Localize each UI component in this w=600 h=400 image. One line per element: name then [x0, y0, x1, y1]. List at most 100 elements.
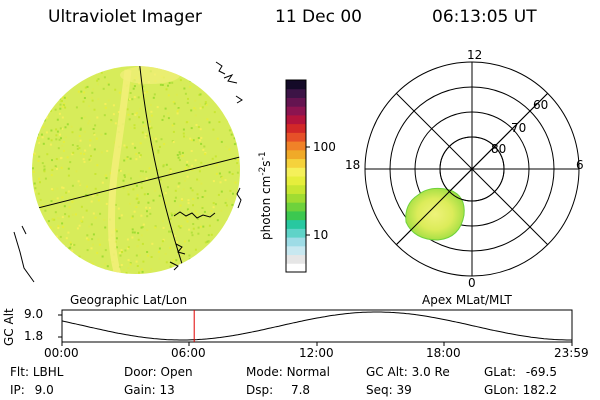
- globe-pixel: [136, 265, 139, 267]
- globe-pixel: [150, 256, 153, 258]
- globe-pixel: [132, 87, 135, 90]
- globe-pixel: [139, 175, 142, 178]
- globe-pixel: [118, 252, 121, 254]
- globe-pixel: [169, 168, 172, 171]
- globe-pixel: [57, 90, 60, 93]
- colorbar-swatch: [286, 219, 306, 229]
- globe-pixel: [180, 247, 183, 250]
- globe-pixel: [205, 103, 208, 106]
- globe-pixel: [141, 242, 144, 245]
- globe-pixel: [39, 198, 42, 201]
- gain-field: Gain: 13: [124, 383, 175, 397]
- globe-pixel: [41, 79, 44, 82]
- globe-pixel: [200, 77, 203, 80]
- globe-pixel: [53, 166, 56, 169]
- globe-pixel: [57, 147, 60, 150]
- timeline-xtick-1200: 12:00: [299, 346, 334, 360]
- globe-pixel: [38, 219, 41, 222]
- colorbar-swatch: [286, 158, 306, 168]
- globe-pixel: [51, 159, 53, 162]
- globe-pixel: [193, 268, 196, 271]
- globe-pixel: [58, 256, 60, 259]
- globe-pixel: [58, 112, 61, 115]
- globe-pixel: [204, 152, 207, 154]
- globe-pixel: [65, 257, 68, 260]
- globe-pixel: [161, 118, 164, 121]
- globe-pixel: [140, 268, 143, 271]
- globe-pixel: [82, 76, 85, 79]
- globe-pixel: [187, 209, 190, 212]
- globe-pixel: [167, 94, 170, 97]
- globe-pixel: [142, 85, 145, 88]
- globe-pixel: [50, 129, 53, 132]
- globe-pixel: [32, 269, 35, 272]
- colorbar-swatch: [286, 114, 306, 125]
- globe-pixel: [150, 268, 153, 271]
- globe-pixel: [61, 105, 64, 108]
- globe-pixel: [173, 213, 176, 216]
- globe-pixel: [92, 233, 95, 236]
- globe-pixel: [179, 226, 182, 229]
- globe-pixel: [106, 150, 109, 152]
- mlt-label-12: 12: [467, 48, 483, 62]
- globe-pixel: [63, 77, 66, 79]
- globe-pixel: [33, 223, 36, 226]
- globe-pixel: [65, 97, 68, 100]
- globe-pixel: [123, 144, 126, 147]
- globe-pixel: [123, 174, 126, 177]
- globe-pixel: [186, 160, 189, 163]
- globe-pixel: [198, 77, 201, 80]
- globe-pixel: [54, 79, 56, 82]
- globe-pixel: [86, 234, 89, 237]
- globe-pixel: [140, 181, 143, 184]
- globe-pixel: [169, 246, 172, 249]
- globe-pixel: [135, 158, 138, 161]
- globe-pixel: [182, 132, 185, 135]
- globe-pixel: [39, 73, 42, 76]
- timeline-xtick-0600: 06:00: [171, 346, 206, 360]
- globe-pixel: [176, 228, 179, 231]
- globe-pixel: [191, 189, 194, 192]
- globe-pixel: [117, 111, 120, 113]
- globe-pixel: [73, 196, 76, 199]
- dsp-field: Dsp: 7.8: [246, 383, 311, 397]
- globe-pixel: [205, 75, 208, 78]
- globe-pixel: [66, 123, 69, 126]
- globe-pixel: [188, 254, 191, 257]
- globe-pixel: [114, 122, 117, 125]
- globe-pixel: [190, 71, 193, 74]
- globe-pixel: [62, 255, 65, 258]
- globe-pixel: [172, 101, 175, 104]
- timeline-ytick-low: 1.8: [24, 329, 44, 343]
- globe-pixel: [35, 81, 38, 84]
- globe-pixel: [233, 251, 236, 254]
- globe-pixel: [210, 210, 213, 212]
- globe-pixel: [158, 194, 161, 197]
- globe-pixel: [140, 214, 143, 217]
- globe-pixel: [195, 256, 198, 259]
- globe-pixel: [228, 253, 231, 256]
- globe-pixel: [35, 226, 38, 229]
- globe-pixel: [178, 159, 181, 162]
- globe-pixel: [230, 133, 233, 136]
- globe-pixel: [135, 153, 138, 156]
- globe-pixel: [47, 137, 50, 140]
- observation-time: 06:13:05 UT: [432, 7, 537, 27]
- globe-pixel: [38, 141, 41, 144]
- globe-pixel: [177, 156, 180, 159]
- globe-pixel: [202, 271, 205, 274]
- globe-pixel: [234, 83, 237, 86]
- globe-pixel: [63, 67, 66, 70]
- globe-pixel: [127, 113, 130, 116]
- globe-pixel: [142, 223, 145, 226]
- globe-pixel: [177, 225, 180, 228]
- globe-pixel: [39, 215, 42, 218]
- globe-pixel: [96, 79, 99, 82]
- globe-pixel: [202, 148, 205, 151]
- globe-pixel: [34, 249, 37, 252]
- globe-pixel: [178, 269, 181, 272]
- globe-pixel: [143, 96, 146, 99]
- globe-pixel: [204, 267, 207, 270]
- globe-pixel: [71, 144, 74, 146]
- globe-pixel: [229, 115, 232, 118]
